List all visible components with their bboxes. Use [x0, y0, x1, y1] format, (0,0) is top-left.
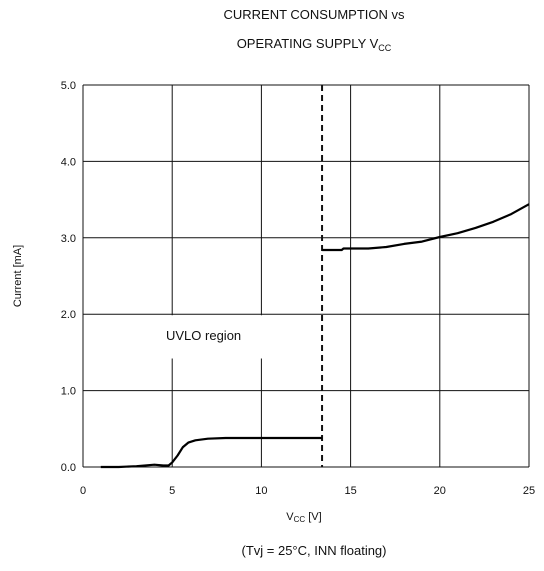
y-tick-label: 5.0 — [61, 80, 76, 92]
series-layer — [100, 85, 530, 469]
x-axis-label-sub: CC — [294, 515, 306, 524]
y-tick-label: 1.0 — [61, 386, 76, 398]
y-tick-label: 3.0 — [61, 233, 76, 245]
chart-title-line2: OPERATING SUPPLY VCC — [237, 36, 392, 53]
x-tick-label: 15 — [344, 485, 356, 497]
y-tick-label: 0.0 — [61, 462, 76, 474]
grid — [82, 84, 530, 468]
y-tick-label: 4.0 — [61, 156, 76, 168]
x-axis-label: VCC [V] — [286, 511, 321, 524]
y-axis-label: Current [mA] — [12, 245, 24, 307]
x-tick-label: 0 — [80, 485, 86, 497]
annotation-layer: UVLO region — [166, 328, 241, 343]
tick-labels: 0.0 1.0 2.0 3.0 4.0 5.0 0 5 10 15 20 25 — [61, 80, 535, 497]
conditions-footnote: (Tvj = 25°C, INN floating) — [242, 543, 387, 558]
x-tick-label: 25 — [523, 485, 535, 497]
x-tick-label: 20 — [434, 485, 446, 497]
y-tick-label: 2.0 — [61, 309, 76, 321]
chart-title-line2-sub: CC — [378, 43, 391, 53]
x-tick-label: 10 — [255, 485, 267, 497]
uvlo-region-label: UVLO region — [166, 328, 241, 343]
chart-title-line2-main: OPERATING SUPPLY V — [237, 36, 379, 51]
series-line — [100, 436, 323, 469]
x-tick-label: 5 — [169, 485, 175, 497]
x-axis-label-main: V — [286, 511, 294, 523]
series-line — [322, 203, 530, 252]
x-axis-label-unit: [V] — [305, 511, 322, 523]
chart-title-line1: CURRENT CONSUMPTION vs — [223, 7, 405, 22]
